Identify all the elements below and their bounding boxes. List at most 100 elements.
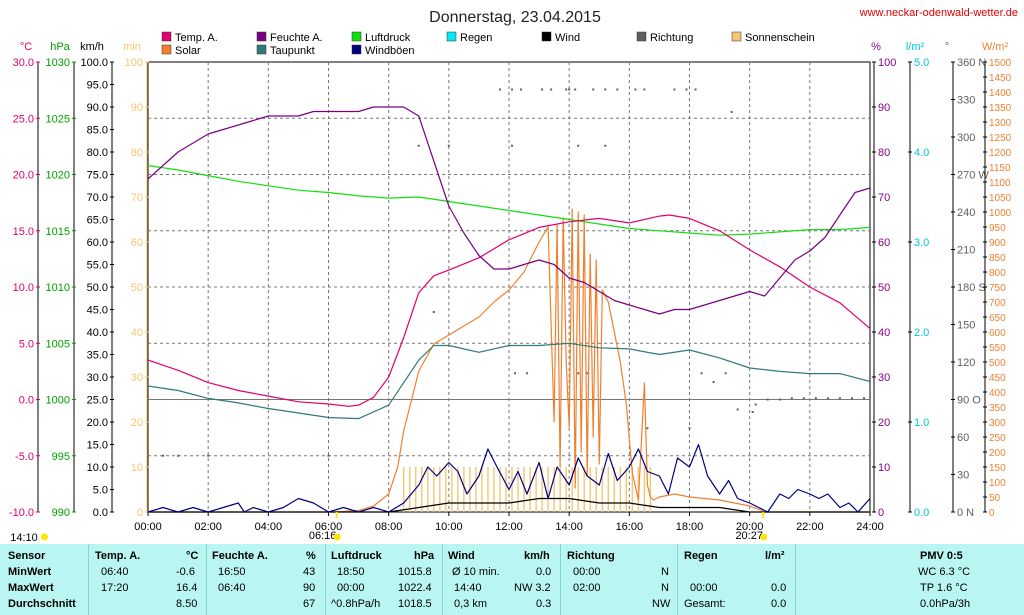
axis-tick-wind: 45.0 bbox=[87, 305, 108, 317]
legend-label: Richtung bbox=[650, 32, 693, 44]
axis-tick-temp: 10.0 bbox=[13, 282, 34, 294]
min-direction-time: 00:00 bbox=[573, 566, 601, 578]
direction-dot bbox=[736, 408, 739, 411]
header-temp-unit: °C bbox=[186, 550, 199, 562]
axis-tick-wind: 10.0 bbox=[87, 462, 108, 474]
axis-tick-humidity: 50 bbox=[878, 282, 890, 294]
direction-dot bbox=[447, 144, 450, 147]
axis-tick-solar: 300 bbox=[989, 418, 1006, 429]
axis-tick-wind: 40.0 bbox=[87, 327, 108, 339]
axis-tick-direction: 30 bbox=[957, 470, 969, 482]
axis-tick-solar: 850 bbox=[989, 253, 1006, 264]
min-temp-value: -0.6 bbox=[176, 566, 195, 578]
max-rain-value: 0.0 bbox=[771, 582, 787, 594]
direction-dot bbox=[826, 397, 829, 400]
series-line-wind bbox=[148, 497, 870, 513]
series-line-temp-a bbox=[147, 214, 871, 407]
summary-table: Sensor Temp. A. °C Feuchte A. % Luftdruc… bbox=[0, 544, 1024, 615]
legend-label: Luftdruck bbox=[365, 32, 411, 44]
direction-dot bbox=[712, 381, 715, 383]
max-wind-value: NW 3.2 bbox=[514, 582, 551, 594]
header-pmv: PMV 0:5 bbox=[920, 550, 963, 562]
direction-dot bbox=[634, 88, 637, 91]
avg-pressure-value: 1018.5 bbox=[398, 598, 432, 610]
axis-unit-solar: W/m² bbox=[982, 41, 1009, 53]
axis-tick-humidity: 90 bbox=[878, 102, 890, 114]
axis-tick-solar: 1200 bbox=[989, 148, 1012, 159]
direction-dot bbox=[577, 144, 580, 147]
time-marker-0616: 06:16 bbox=[309, 530, 337, 542]
axis-unit-direction: ° bbox=[945, 41, 949, 53]
axis-tick-wind: 85.0 bbox=[87, 125, 108, 137]
axis-tick-wind: 25.0 bbox=[87, 395, 108, 407]
direction-dot bbox=[568, 88, 571, 91]
website-label: www.neckar-odenwald-wetter.de bbox=[859, 7, 1018, 19]
axis-tick-pressure: 1010 bbox=[46, 282, 70, 294]
axis-tick-pressure: 995 bbox=[52, 451, 70, 463]
direction-dot bbox=[700, 372, 703, 375]
direction-dot bbox=[778, 398, 781, 401]
axis-tick-humidity: 30 bbox=[878, 372, 890, 384]
header-rain-unit: l/m² bbox=[765, 550, 785, 562]
axis-tick-solar: 200 bbox=[989, 448, 1006, 459]
row-max-label: MaxWert bbox=[8, 582, 54, 594]
axis-tick-direction: 210 bbox=[957, 245, 975, 257]
x-tick-label: 00:00 bbox=[134, 521, 162, 533]
min-humidity-value: 43 bbox=[303, 566, 316, 578]
axis-tick-solar: 450 bbox=[989, 373, 1006, 384]
axis-tick-solar: 800 bbox=[989, 268, 1006, 279]
axis-unit-temp: °C bbox=[20, 41, 32, 53]
direction-dot bbox=[754, 403, 757, 406]
axis-tick-wind: 55.0 bbox=[87, 260, 108, 272]
direction-dot bbox=[604, 88, 607, 91]
avg-temp-value: 8.50 bbox=[176, 598, 198, 610]
min-temp-time: 06:40 bbox=[101, 566, 129, 578]
direction-dot bbox=[498, 88, 501, 91]
axis-tick-solar: 250 bbox=[989, 433, 1006, 444]
max-direction-time: 02:00 bbox=[573, 582, 601, 594]
axis-tick-solar: 1400 bbox=[989, 88, 1012, 99]
avg-wind-value: 0.3 bbox=[536, 598, 552, 610]
chart-title: Donnerstag, 23.04.2015 bbox=[429, 9, 601, 26]
axis-tick-wind: 0.0 bbox=[93, 507, 108, 519]
x-tick-label: 06:00 bbox=[315, 521, 343, 533]
max-pressure-value: 1022.4 bbox=[398, 582, 432, 594]
time-marker-2027: 20:27 bbox=[735, 530, 763, 542]
max-temp-time: 17:20 bbox=[101, 582, 129, 594]
axis-tick-solar: 1000 bbox=[989, 208, 1012, 219]
direction-dot bbox=[643, 88, 646, 91]
axis-tick-direction: 360 N bbox=[957, 57, 986, 69]
x-tick-label: 02:00 bbox=[194, 521, 222, 533]
legend-label: Windböen bbox=[365, 45, 415, 57]
axis-tick-direction: 60 bbox=[957, 432, 969, 444]
axis-tick-solar: 500 bbox=[989, 358, 1006, 369]
sun-icon bbox=[41, 533, 48, 541]
axis-tick-sunshine: 50 bbox=[131, 282, 143, 294]
axis-tick-humidity: 80 bbox=[878, 147, 890, 159]
x-tick-label: 18:00 bbox=[676, 521, 704, 533]
axis-tick-rain: 3.0 bbox=[914, 237, 929, 249]
direction-dot bbox=[541, 88, 544, 91]
avg-humidity-value: 67 bbox=[303, 598, 316, 610]
x-tick-label: 20:00 bbox=[736, 521, 764, 533]
avg-pmv: 0.0hPa/3h bbox=[920, 598, 971, 610]
header-rain: Regen bbox=[684, 550, 718, 562]
axis-unit-rain: l/m² bbox=[906, 41, 925, 53]
direction-dot bbox=[694, 88, 697, 91]
direction-dot bbox=[565, 88, 568, 91]
max-humidity-time: 06:40 bbox=[218, 582, 246, 594]
axis-tick-solar: 1050 bbox=[989, 193, 1012, 204]
x-tick-label: 04:00 bbox=[255, 521, 283, 533]
legend-swatch bbox=[731, 31, 742, 42]
axis-tick-wind: 60.0 bbox=[87, 237, 108, 249]
axis-tick-solar: 600 bbox=[989, 328, 1006, 339]
axis-tick-temp: 20.0 bbox=[13, 170, 34, 182]
series-line-windböen bbox=[147, 443, 871, 513]
direction-dot bbox=[574, 88, 577, 91]
direction-dot bbox=[511, 144, 514, 147]
axis-tick-humidity: 10 bbox=[878, 462, 890, 474]
max-wind-time: 14:40 bbox=[454, 582, 482, 594]
axis-tick-sunshine: 0 bbox=[137, 507, 143, 519]
axis-tick-direction: 120 bbox=[957, 357, 975, 369]
sun-icon bbox=[333, 533, 341, 541]
